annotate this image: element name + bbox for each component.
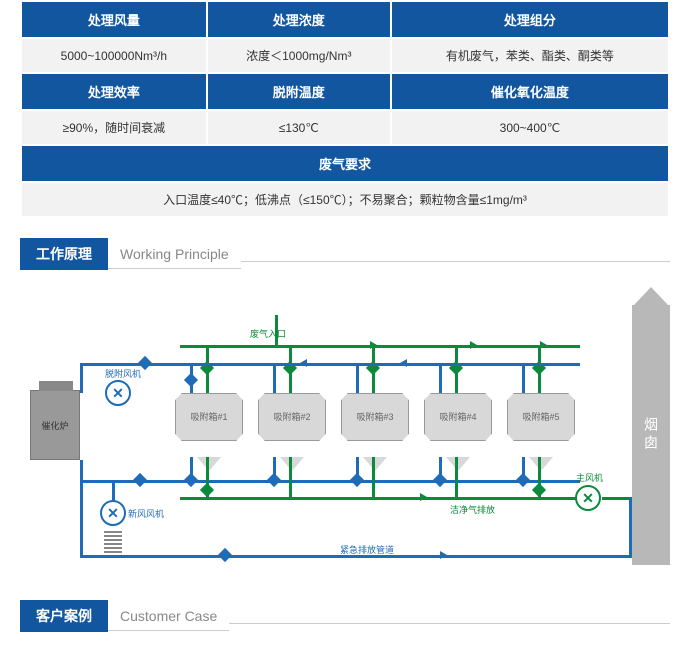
section-line [241,261,670,262]
section-cn-label: 工作原理 [20,238,108,270]
td-components: 有机废气，苯类、酯类、酮类等 [392,39,668,72]
arrow-icon [400,359,407,367]
adsorption-tank: 吸附箱#4 [424,393,492,457]
tank-hopper [363,457,387,471]
pipe [180,345,580,348]
td-airflow: 5000~100000Nm³/h [22,39,206,72]
emergency-label: 紧急排放管道 [340,543,394,556]
valve-icon [532,483,546,497]
tank-hopper [280,457,304,471]
tank-body: 吸附箱#4 [424,393,492,441]
tank-label: 吸附箱#2 [259,410,325,423]
section-working-principle: 工作原理 Working Principle [20,238,670,270]
tank-hopper [197,457,221,471]
pipe [289,457,292,499]
valve-icon [218,548,232,562]
valve-icon [184,473,198,487]
main-fan-icon [575,485,601,511]
td-efficiency: ≥90%，随时间衰减 [22,111,206,144]
pipe [629,497,632,557]
valve-icon [200,483,214,497]
pipe [80,363,580,366]
tank-body: 吸附箱#5 [507,393,575,441]
tank-label: 吸附箱#4 [425,410,491,423]
th-airflow: 处理风量 [22,2,206,37]
th-concentration: 处理浓度 [208,2,390,37]
fresh-fan-label: 新风风机 [128,507,164,520]
heat-exchanger-icon [104,529,122,553]
pipe [455,457,458,499]
section-en-label: Working Principle [108,240,241,269]
pipe [112,480,115,502]
arrow-icon [470,341,477,349]
arrow-icon [440,551,447,559]
valve-icon [267,473,281,487]
td-concentration: 浓度＜1000mg/Nm³ [208,39,390,72]
fresh-air-fan-icon [100,500,126,526]
desorption-fan-icon [105,380,131,406]
th-efficiency: 处理效率 [22,74,206,109]
catalytic-furnace: 催化炉 [30,390,80,460]
pipe [522,363,525,393]
pipe [439,363,442,393]
adsorption-tank: 吸附箱#5 [507,393,575,457]
tank-body: 吸附箱#2 [258,393,326,441]
chimney: 烟囱 [632,305,670,565]
td-requirements: 入口温度≤40℃；低沸点（≤150℃）；不易聚合；颗粒物含量≤1mg/m³ [22,183,668,216]
td-desorb-temp: ≤130℃ [208,111,390,144]
adsorption-tank: 吸附箱#3 [341,393,409,457]
valve-icon [433,473,447,487]
chimney-label: 烟囱 [641,417,661,453]
pipe [372,457,375,499]
tank-label: 吸附箱#3 [342,410,408,423]
tank-body: 吸附箱#1 [175,393,243,441]
inlet-label: 废气入口 [250,327,286,340]
arrow-icon [300,359,307,367]
adsorption-tank: 吸附箱#1 [175,393,243,457]
pipe [80,460,83,482]
furnace-label: 催化炉 [31,419,79,432]
tank-label: 吸附箱#1 [176,410,242,423]
clean-discharge-label: 洁净气排放 [450,503,495,516]
th-components: 处理组分 [392,2,668,37]
pipe [275,315,278,345]
pipe [356,363,359,393]
pipe [602,497,632,500]
adsorption-tank: 吸附箱#2 [258,393,326,457]
th-oxidation-temp: 催化氧化温度 [392,74,668,109]
process-diagram: 烟囱 催化炉 吸附箱#1 吸附箱#2 吸附箱#3 吸附箱#4 吸附箱#5 废气入口 脱附… [20,285,670,585]
tank-hopper [446,457,470,471]
pipe [180,497,590,500]
valve-icon [350,473,364,487]
valve-icon [184,373,198,387]
arrow-icon [420,493,427,501]
spec-table: 处理风量 处理浓度 处理组分 5000~100000Nm³/h 浓度＜1000m… [20,0,670,218]
pipe [273,363,276,393]
th-desorb-temp: 脱附温度 [208,74,390,109]
section-customer-case: 客户案例 Customer Case [20,600,670,632]
tank-body: 吸附箱#3 [341,393,409,441]
pipe [80,480,580,483]
main-fan-label: 主风机 [576,471,603,484]
th-requirements: 废气要求 [22,146,668,181]
desorb-fan-label: 脱附风机 [105,367,141,380]
tank-hopper [529,457,553,471]
pipe [80,480,83,555]
section-en-label: Customer Case [108,602,229,631]
td-oxidation-temp: 300~400℃ [392,111,668,144]
tank-label: 吸附箱#5 [508,410,574,423]
arrow-icon [540,341,547,349]
valve-icon [133,473,147,487]
section-line [229,623,670,624]
section-cn-label: 客户案例 [20,600,108,632]
valve-icon [516,473,530,487]
pipe [80,363,83,393]
